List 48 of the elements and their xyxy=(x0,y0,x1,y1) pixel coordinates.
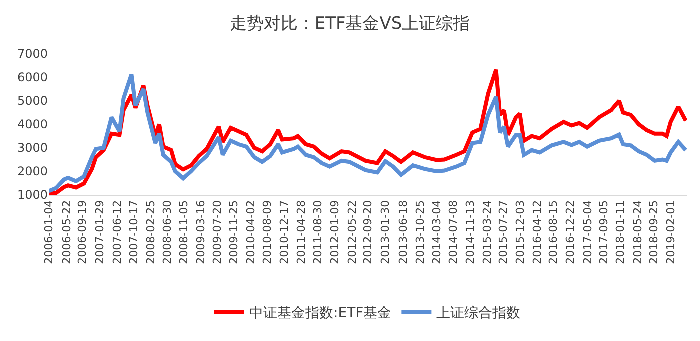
x-tick-label: 2008-02-25 xyxy=(144,200,158,264)
y-tick-label: 1000 xyxy=(17,188,48,202)
x-tick-label: 2011-08-30 xyxy=(311,200,324,264)
x-tick-label: 2017-05-04 xyxy=(581,200,594,264)
x-tick-label: 2014-07-08 xyxy=(447,200,460,264)
x-tick-label: 2007-06-12 xyxy=(110,200,124,264)
x-tick-label: 2006-05-22 xyxy=(60,200,74,264)
x-tick-label: 2009-03-16 xyxy=(194,200,208,264)
y-tick-label: 4000 xyxy=(17,118,48,132)
x-tick-label: 2016-08-15 xyxy=(547,200,560,264)
legend-label: 上证综合指数 xyxy=(436,306,521,322)
x-tick-label: 2012-09-20 xyxy=(362,200,375,264)
x-tick-label: 2013-06-18 xyxy=(396,200,410,264)
y-tick-label: 2000 xyxy=(17,164,48,179)
x-tick-label: 2006-01-04 xyxy=(42,200,56,264)
x-tick-label: 2006-09-19 xyxy=(76,200,90,264)
x-tick-label: 2016-04-12 xyxy=(530,200,544,264)
x-tick-label: 2011-04-28 xyxy=(295,200,308,264)
x-tick-label: 2008-06-30 xyxy=(160,200,174,264)
x-tick-label: 2012-05-22 xyxy=(346,200,359,264)
x-tick-label: 2019-02-01 xyxy=(664,200,678,264)
x-tick-label: 2016-12-22 xyxy=(564,200,578,264)
x-tick-label: 2018-01-11 xyxy=(614,200,628,264)
x-tick-label: 2013-01-30 xyxy=(378,200,392,264)
x-tick-label: 2018-09-25 xyxy=(648,200,661,264)
x-tick-label: 2013-10-25 xyxy=(414,200,427,264)
x-tick-label: 2015-12-03 xyxy=(514,200,527,264)
x-tick-label: 2018-05-24 xyxy=(631,200,644,264)
x-tick-label: 2008-11-05 xyxy=(177,200,190,264)
y-tick-label: 6000 xyxy=(17,70,48,85)
x-tick-label: 2017-09-05 xyxy=(598,200,611,264)
y-tick-label: 5000 xyxy=(17,94,48,108)
x-tick-label: 2015-07-27 xyxy=(497,200,510,264)
x-tick-label: 2015-03-24 xyxy=(480,200,494,264)
chart-title: 走势对比：ETF基金VS上证综指 xyxy=(230,14,470,34)
y-tick-label: 7000 xyxy=(17,47,48,62)
y-tick-label: 3000 xyxy=(17,141,48,156)
x-tick-label: 2009-11-25 xyxy=(228,200,241,264)
x-tick-label: 2010-04-02 xyxy=(244,200,258,264)
legend-label: 中证基金指数:ETF基金 xyxy=(250,306,392,322)
x-tick-label: 2009-07-20 xyxy=(210,200,224,264)
x-tick-label: 2007-10-17 xyxy=(127,200,140,264)
x-tick-label: 2010-12-17 xyxy=(278,200,291,264)
x-tick-label: 2014-11-13 xyxy=(464,200,477,264)
x-tick-label: 2010-08-09 xyxy=(261,200,274,264)
x-tick-label: 2014-03-04 xyxy=(430,200,444,264)
x-tick-label: 2012-01-09 xyxy=(328,200,342,264)
x-tick-label: 2007-01-29 xyxy=(93,200,106,264)
